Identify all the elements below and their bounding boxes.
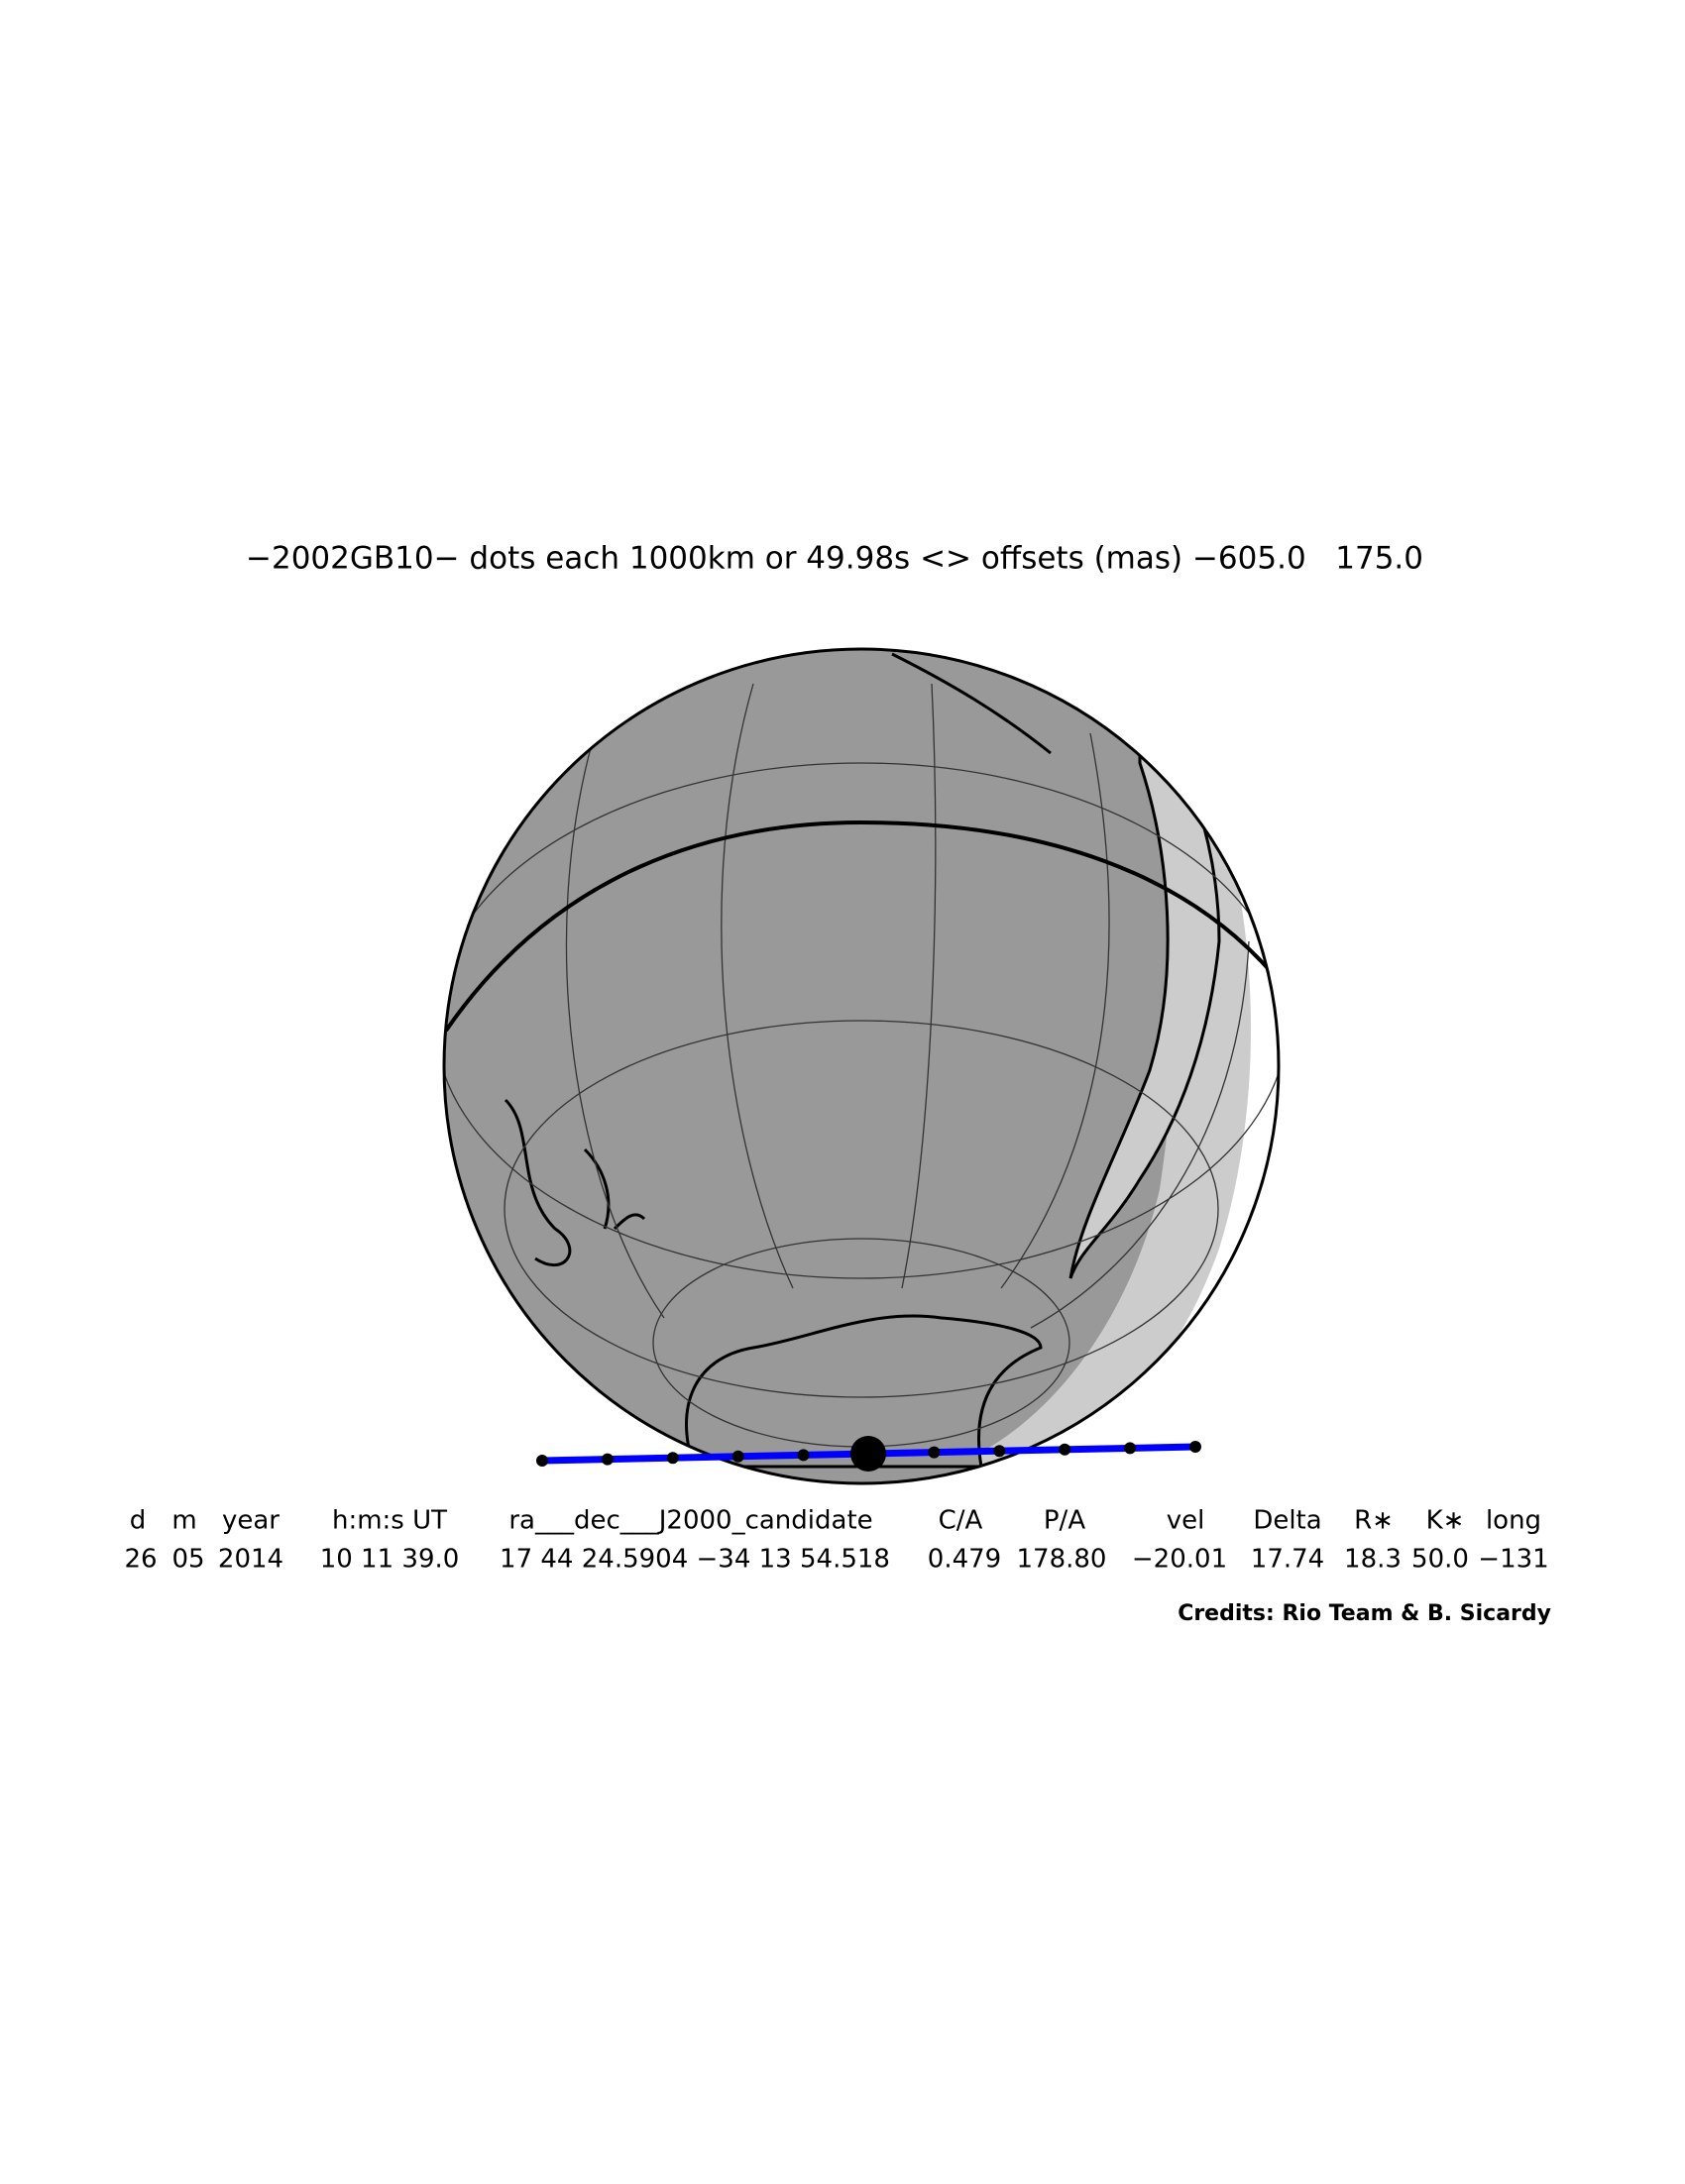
map-title: −2002GB10− dots each 1000km or 49.98s <>… xyxy=(246,541,1423,577)
path-dot xyxy=(601,1453,614,1466)
path-dot xyxy=(1124,1442,1137,1455)
path-dot xyxy=(797,1449,810,1462)
column-value: 0.479 xyxy=(928,1545,1001,1575)
column-header: K∗ xyxy=(1426,1506,1465,1536)
column-header: m xyxy=(171,1506,196,1536)
column-header: long xyxy=(1486,1506,1541,1536)
column-value: 10 11 39.0 xyxy=(320,1545,460,1575)
column-value: 18.3 xyxy=(1344,1545,1402,1575)
credits: Credits: Rio Team & B. Sicardy xyxy=(1178,1601,1551,1626)
column-value: 2014 xyxy=(218,1545,283,1575)
column-header: year xyxy=(222,1506,280,1536)
parameters-table: d m year h:m:s UT ra___dec___J2000_candidate… xyxy=(124,1506,1548,1575)
column-value: 26 xyxy=(124,1545,157,1575)
coastline xyxy=(891,652,1052,755)
column-value: 50.0 xyxy=(1411,1545,1469,1575)
column-header: ra___dec___J2000_candidate xyxy=(508,1506,872,1536)
column-value: 17 44 24.5904 −34 13 54.518 xyxy=(500,1545,890,1575)
path-dot xyxy=(1189,1441,1201,1453)
path-dot xyxy=(731,1450,744,1463)
closest-approach xyxy=(850,1436,886,1472)
globe xyxy=(442,647,1281,1485)
column-header: C/A xyxy=(939,1506,983,1536)
path-dots xyxy=(536,1441,1201,1467)
column-header: R∗ xyxy=(1354,1506,1394,1536)
path-dot xyxy=(1059,1443,1071,1456)
antarctica xyxy=(685,1314,1043,1469)
path-dot xyxy=(993,1445,1006,1458)
column-value: −20.01 xyxy=(1132,1545,1227,1575)
south-america xyxy=(1068,689,1221,1279)
column-header: vel xyxy=(1167,1506,1205,1536)
column-value: 05 xyxy=(171,1545,204,1575)
column-header: P/A xyxy=(1044,1506,1085,1536)
globe-detail xyxy=(444,652,1279,1476)
column-header: Delta xyxy=(1253,1506,1321,1536)
column-value: −131 xyxy=(1478,1545,1548,1575)
globe-outline xyxy=(442,647,1281,1485)
column-header: d xyxy=(130,1506,147,1536)
australia-coast xyxy=(504,1098,572,1266)
column-value: 178.80 xyxy=(1017,1545,1107,1575)
graticule xyxy=(444,683,1279,1448)
path-dot xyxy=(928,1446,941,1459)
column-header: h:m:s UT xyxy=(332,1506,447,1536)
equator xyxy=(444,819,1279,1033)
path-dot xyxy=(666,1452,679,1465)
daylight-zone xyxy=(991,694,1279,1476)
shadow-path xyxy=(536,1436,1201,1472)
column-value: 17.74 xyxy=(1251,1545,1324,1575)
path-dot xyxy=(536,1455,548,1467)
